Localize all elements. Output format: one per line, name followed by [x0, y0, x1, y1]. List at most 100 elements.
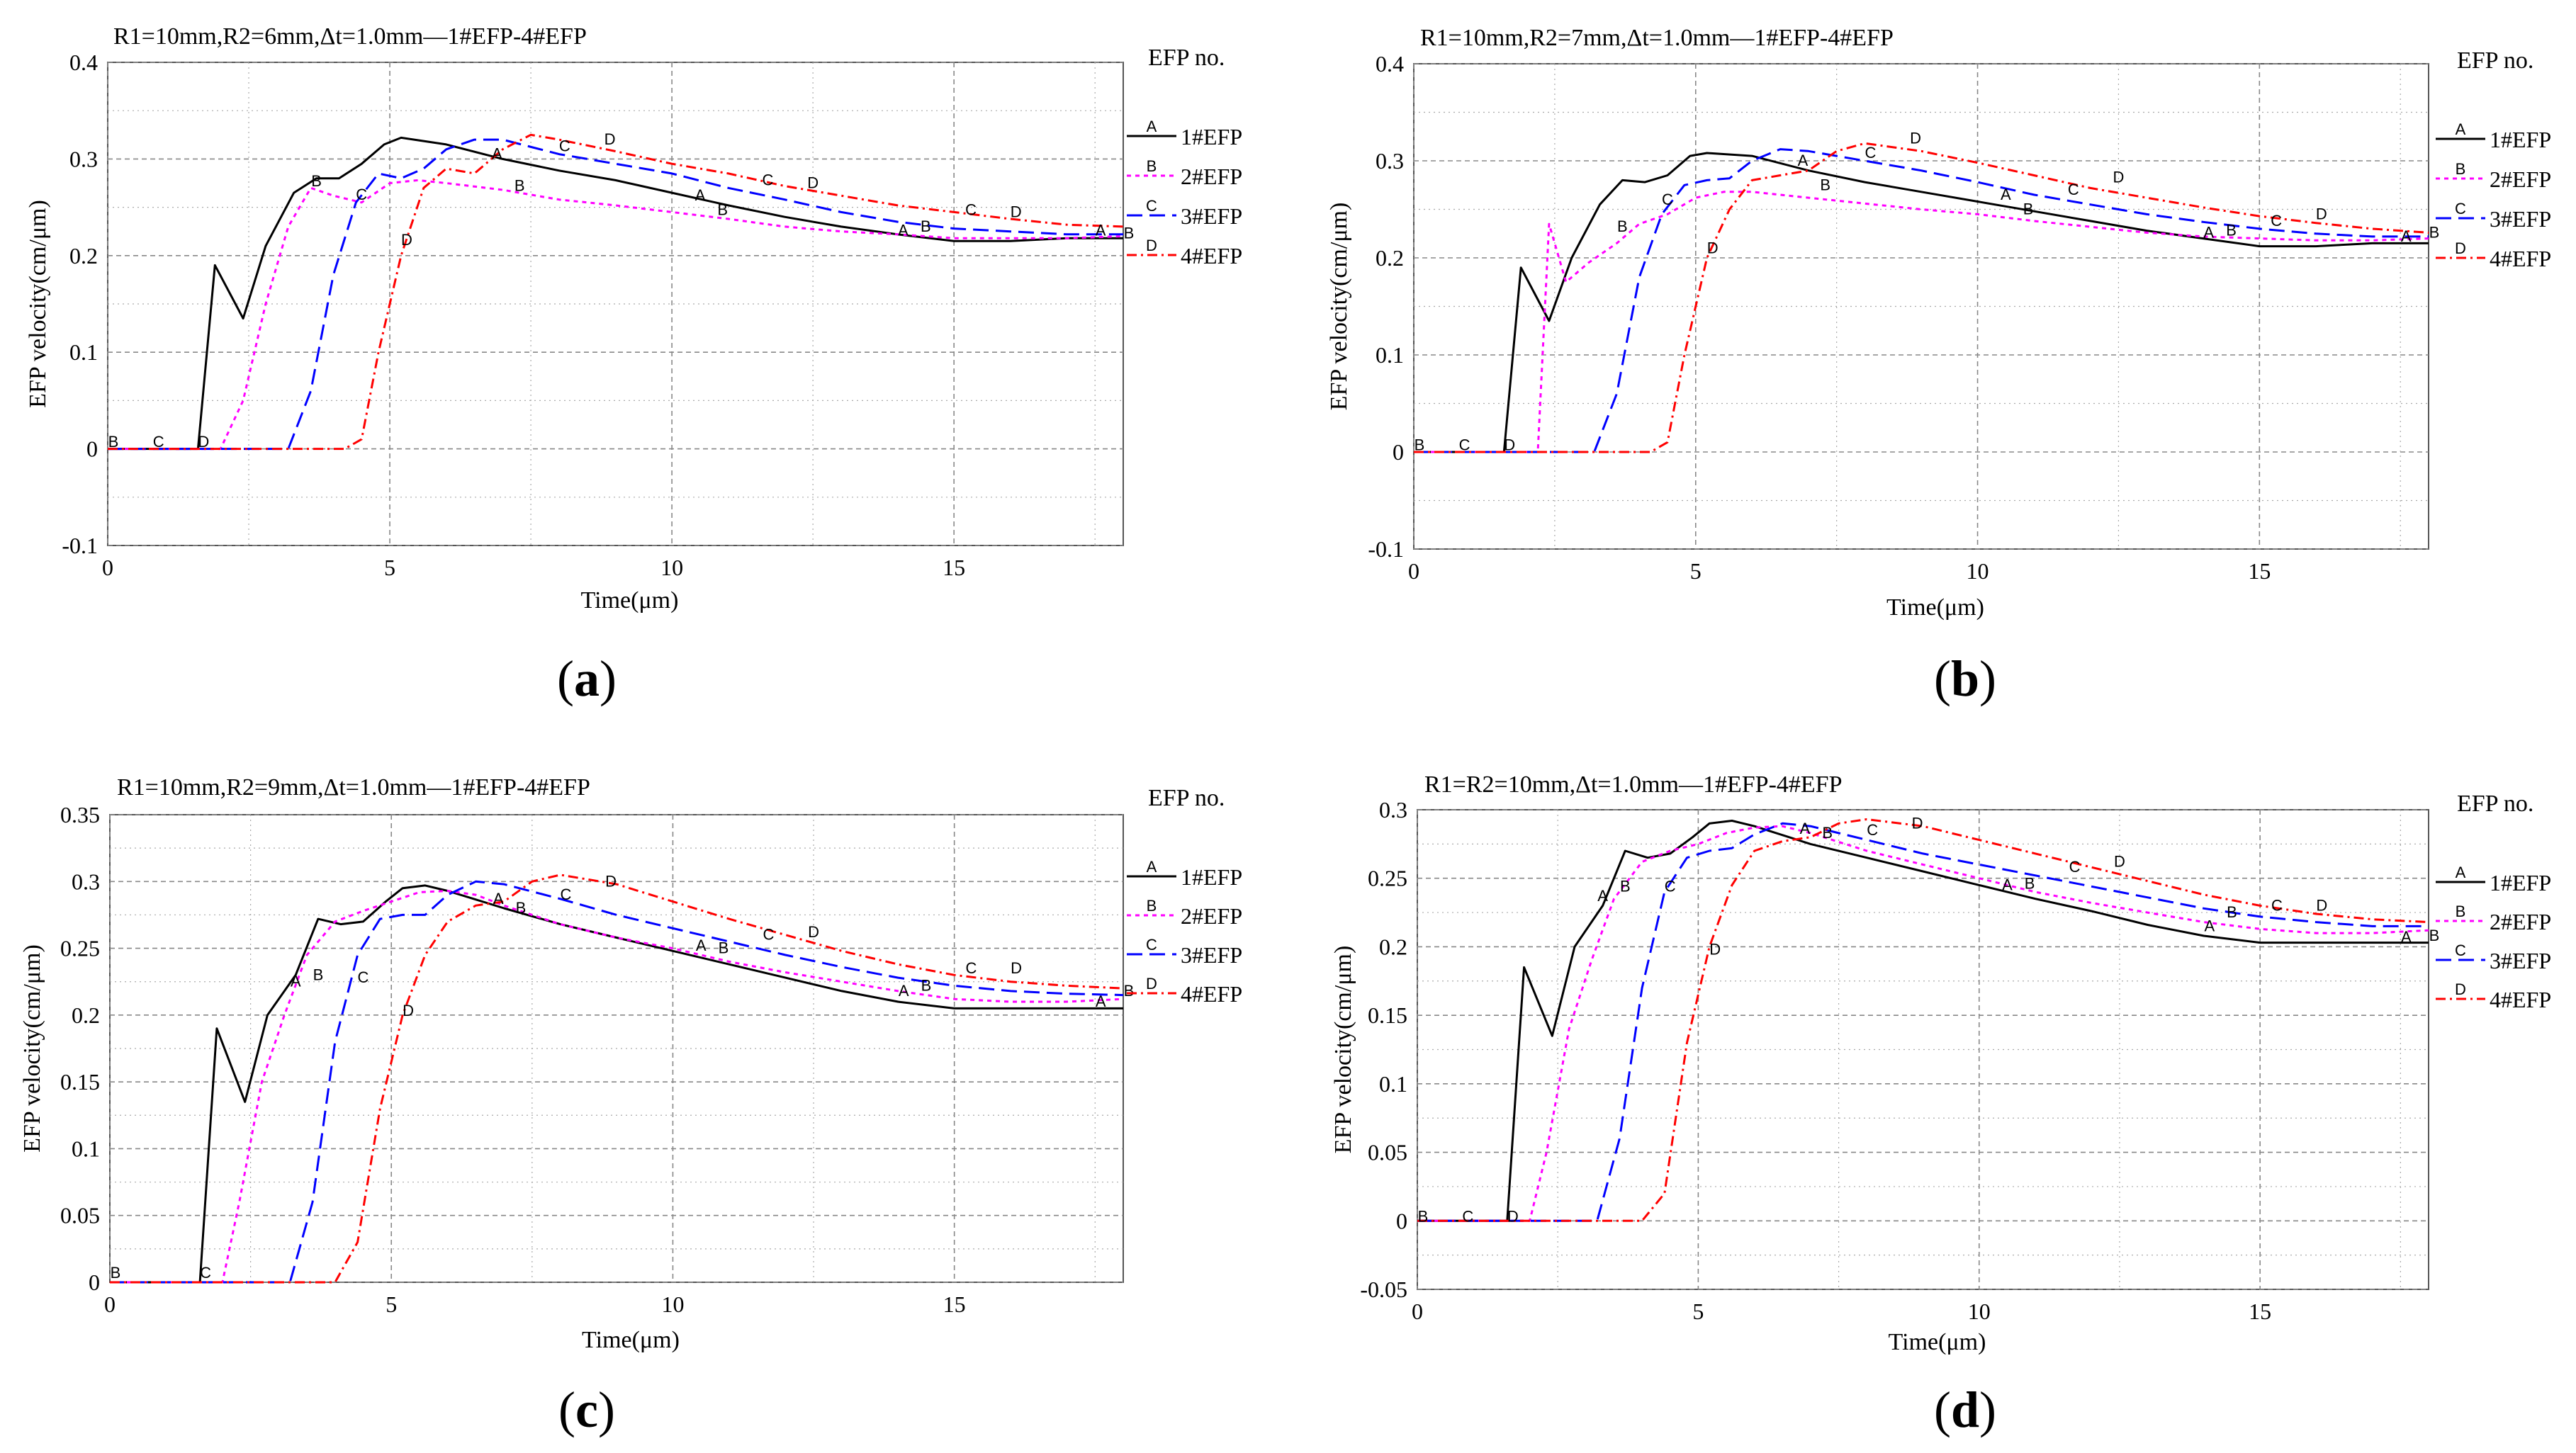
legend-label: 1#EFP [2490, 870, 2551, 895]
y-tick-label: 0.1 [1376, 342, 1404, 368]
y-tick-label: 0 [89, 1270, 100, 1295]
legend-label: 2#EFP [2490, 909, 2551, 934]
series-line-3EFP [108, 138, 1123, 451]
y-tick-label: 0.25 [60, 936, 100, 961]
y-tick-label: 0.3 [72, 869, 100, 894]
y-axis-label: EFP velocity(cm/μm) [1330, 946, 1356, 1154]
series-line-1EFP [1414, 152, 2429, 453]
legend-title: EFP no. [2457, 791, 2533, 817]
series-marker-C: C [2271, 212, 2282, 230]
series-marker-A: A [2002, 876, 2013, 893]
legend-marker: A [1147, 118, 1157, 135]
panel-caption: (c) [558, 1381, 615, 1438]
series-line-2EFP [1414, 191, 2429, 453]
series-marker-C: C [1459, 436, 1470, 453]
y-tick-label: 0.1 [72, 1136, 100, 1161]
series-marker-C: C [2068, 181, 2079, 198]
series-marker-C: C [1662, 191, 1673, 208]
y-tick-label: 0.1 [69, 339, 98, 365]
x-axis-label: Time(μm) [582, 1327, 680, 1353]
series-marker-B: B [921, 976, 932, 994]
series-marker-B: B [516, 899, 527, 917]
legend-marker: D [1146, 237, 1157, 254]
series-marker-D: D [1709, 940, 1721, 958]
y-tick-label: 0.1 [1379, 1071, 1407, 1097]
x-tick-label: 10 [1968, 1299, 1991, 1324]
y-tick-label: 0.2 [1379, 934, 1407, 959]
legend-marker: A [1147, 858, 1157, 876]
legend-label: 3#EFP [1181, 942, 1242, 968]
y-tick-label: 0.3 [1376, 148, 1404, 174]
series-marker-D: D [1504, 436, 1515, 453]
series-marker-A: A [696, 937, 707, 954]
y-tick-label: -0.05 [1360, 1277, 1407, 1302]
series-marker-C: C [1665, 877, 1676, 895]
chart-panel-c: 0 0.05 0.1 0.15 0.2 0.25 0.3 0.35 0 5 10 15 R1=10mm,… [19, 774, 1242, 1438]
legend-marker: A [2456, 864, 2466, 881]
panel-caption-letter: d [1951, 1381, 1979, 1438]
series-marker-A: A [1096, 993, 1106, 1010]
legend-marker: C [2455, 200, 2466, 217]
series-marker-C: C [763, 171, 774, 188]
y-tick-label: 0.05 [60, 1203, 100, 1228]
series-marker-A: A [1096, 221, 1106, 239]
legend-label: 2#EFP [2490, 166, 2551, 192]
series-marker-B: B [1124, 982, 1135, 1000]
legend-title: EFP no. [2457, 47, 2533, 74]
legend-label: 4#EFP [1181, 981, 1242, 1007]
panel-caption-letter: a [574, 650, 600, 707]
series-marker-D: D [604, 130, 616, 148]
y-tick-label: 0 [1396, 1208, 1407, 1233]
legend-marker: B [1147, 157, 1157, 175]
series-marker-A: A [291, 973, 301, 990]
series-marker-D: D [2316, 896, 2327, 914]
x-tick-label: 0 [1408, 558, 1419, 584]
chart-panel-a: -0.100.10.20.30.40 5 10 15R1=10mm,R2=6mm,Δt… [25, 23, 1242, 707]
y-tick-label: -0.1 [62, 533, 98, 558]
panel-caption: (a) [557, 650, 617, 707]
legend-label: 1#EFP [1181, 124, 1242, 149]
series-marker-C: C [561, 886, 572, 903]
series-line-1EFP [1417, 820, 2429, 1222]
y-tick-label: 0.2 [1376, 245, 1404, 271]
series-marker-D: D [808, 923, 819, 941]
x-tick-label: 5 [1692, 1299, 1704, 1324]
y-tick-label: -0.1 [1368, 536, 1404, 562]
y-tick-label: 0.2 [69, 243, 98, 268]
legend-label: 1#EFP [2490, 127, 2551, 152]
legend-label: 3#EFP [2490, 206, 2551, 232]
y-axis-label: EFP velocity(cm/μm) [25, 200, 51, 408]
chart-title: R1=10mm,R2=9mm,Δt=1.0mm—1#EFP-4#EFP [117, 774, 590, 801]
x-tick-label: 15 [2248, 558, 2271, 584]
legend-marker: B [1147, 897, 1157, 915]
series-marker-B: B [108, 433, 119, 451]
series-marker-A: A [2401, 227, 2412, 245]
series-marker-A: A [898, 221, 909, 239]
legend-marker: C [1146, 197, 1157, 215]
series-marker-B: B [1617, 217, 1628, 235]
legend-marker: A [2456, 120, 2466, 138]
y-tick-label: 0.3 [69, 146, 98, 171]
series-marker-B: B [311, 172, 322, 190]
series-marker-A: A [492, 145, 502, 163]
x-axis-label: Time(μm) [1886, 594, 1984, 621]
series-line-3EFP [110, 880, 1124, 1284]
panel-caption: (d) [1934, 1381, 1996, 1438]
y-tick-label: 0 [1393, 439, 1404, 465]
series-line-2EFP [1417, 825, 2429, 1222]
series-marker-B: B [717, 201, 728, 219]
legend-marker: D [1146, 975, 1157, 993]
x-tick-label: 5 [386, 1291, 397, 1317]
series-marker-A: A [899, 982, 909, 1000]
x-tick-label: 5 [1690, 558, 1702, 584]
series-marker-D: D [807, 174, 819, 192]
panel-caption-letter: b [1951, 650, 1979, 707]
series-marker-C: C [763, 926, 775, 944]
y-axis-label: EFP velocity(cm/μm) [19, 944, 45, 1153]
y-tick-label: 0.2 [72, 1002, 100, 1028]
y-tick-label: 0.3 [1379, 797, 1407, 822]
legend-marker: C [2455, 942, 2466, 959]
series-marker-A: A [695, 186, 706, 204]
legend-marker: D [2455, 239, 2466, 257]
